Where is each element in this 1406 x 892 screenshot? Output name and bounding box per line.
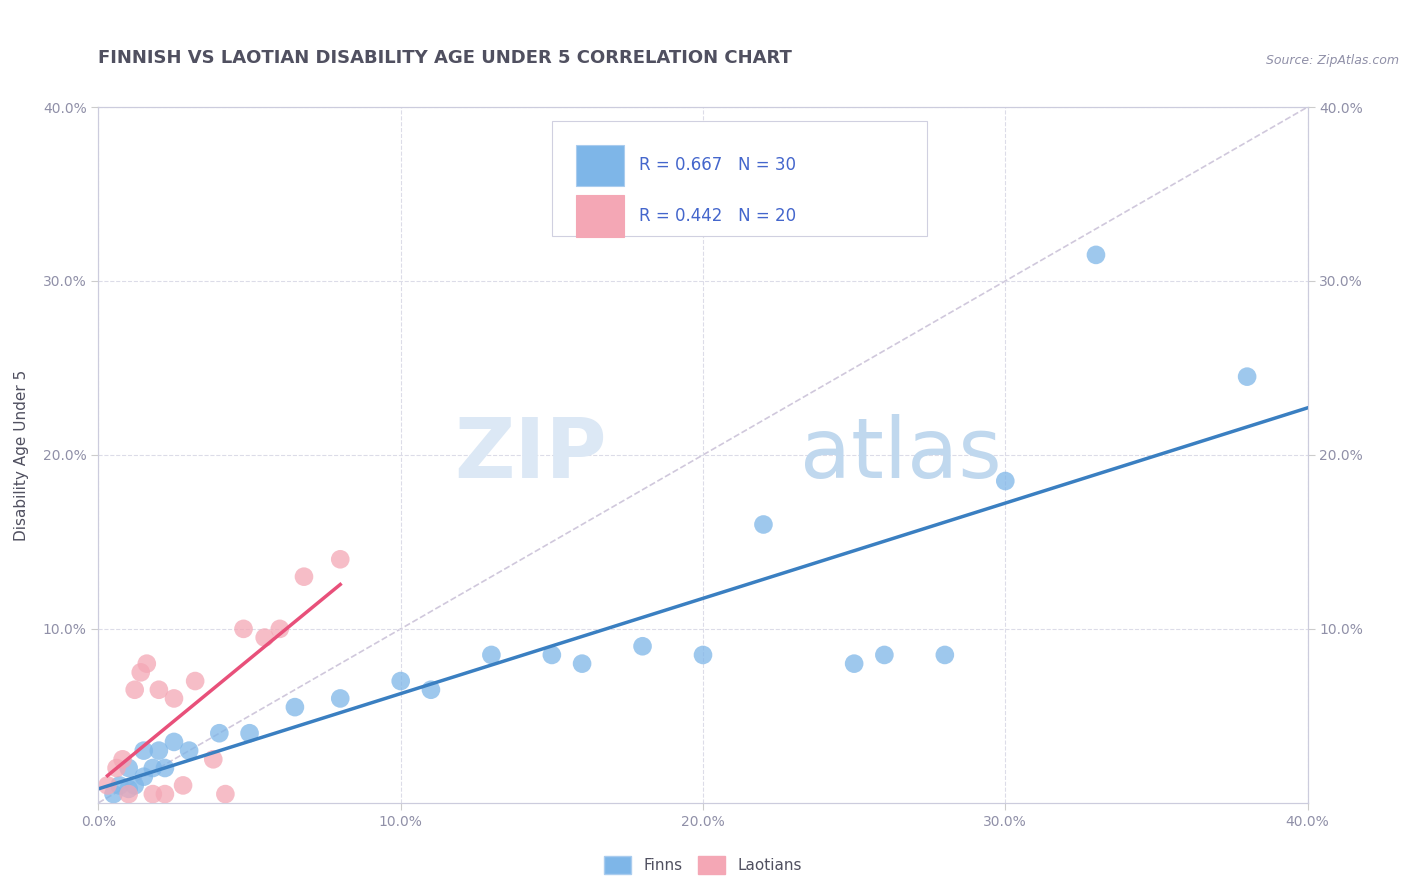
Point bbox=[540, 648, 562, 662]
Point bbox=[232, 622, 254, 636]
Point bbox=[153, 761, 176, 775]
Point bbox=[692, 648, 714, 662]
Point bbox=[752, 517, 775, 532]
Point bbox=[389, 674, 412, 689]
Point bbox=[934, 648, 956, 662]
Point bbox=[103, 787, 125, 801]
Point bbox=[329, 552, 352, 566]
Point bbox=[163, 735, 186, 749]
Point bbox=[148, 744, 170, 758]
Point bbox=[132, 770, 155, 784]
Point bbox=[873, 648, 896, 662]
Point bbox=[124, 682, 146, 697]
Point bbox=[571, 657, 593, 671]
Point bbox=[163, 691, 186, 706]
FancyBboxPatch shape bbox=[576, 145, 624, 186]
Point bbox=[118, 761, 141, 775]
Point bbox=[172, 778, 194, 792]
Point bbox=[179, 744, 201, 758]
Point bbox=[184, 674, 207, 689]
Point bbox=[253, 631, 276, 645]
Point bbox=[202, 752, 225, 766]
Point bbox=[208, 726, 231, 740]
Y-axis label: Disability Age Under 5: Disability Age Under 5 bbox=[14, 369, 30, 541]
Point bbox=[153, 787, 176, 801]
Point bbox=[292, 570, 315, 584]
Point bbox=[239, 726, 262, 740]
Point bbox=[1236, 369, 1258, 384]
Point bbox=[124, 778, 146, 792]
Text: R = 0.442   N = 20: R = 0.442 N = 20 bbox=[638, 207, 796, 225]
Text: ZIP: ZIP bbox=[454, 415, 606, 495]
Point bbox=[994, 474, 1017, 488]
Point bbox=[118, 781, 141, 796]
Point bbox=[148, 682, 170, 697]
Point bbox=[844, 657, 866, 671]
Point bbox=[118, 787, 141, 801]
Legend: Finns, Laotians: Finns, Laotians bbox=[598, 850, 808, 880]
Point bbox=[631, 639, 654, 653]
Point bbox=[214, 787, 236, 801]
Point bbox=[269, 622, 291, 636]
Point bbox=[284, 700, 307, 714]
Point bbox=[108, 778, 131, 792]
Point bbox=[329, 691, 352, 706]
Point bbox=[105, 761, 128, 775]
Point bbox=[111, 752, 134, 766]
Point bbox=[129, 665, 152, 680]
Text: Source: ZipAtlas.com: Source: ZipAtlas.com bbox=[1265, 54, 1399, 67]
Point bbox=[132, 744, 155, 758]
Point bbox=[481, 648, 503, 662]
FancyBboxPatch shape bbox=[576, 195, 624, 237]
Point bbox=[142, 761, 165, 775]
Point bbox=[142, 787, 165, 801]
Point bbox=[135, 657, 157, 671]
Point bbox=[420, 682, 443, 697]
Text: atlas: atlas bbox=[800, 415, 1001, 495]
Point bbox=[1085, 248, 1108, 262]
Text: FINNISH VS LAOTIAN DISABILITY AGE UNDER 5 CORRELATION CHART: FINNISH VS LAOTIAN DISABILITY AGE UNDER … bbox=[98, 49, 793, 67]
Text: R = 0.667   N = 30: R = 0.667 N = 30 bbox=[638, 156, 796, 175]
FancyBboxPatch shape bbox=[553, 121, 927, 235]
Point bbox=[96, 778, 118, 792]
